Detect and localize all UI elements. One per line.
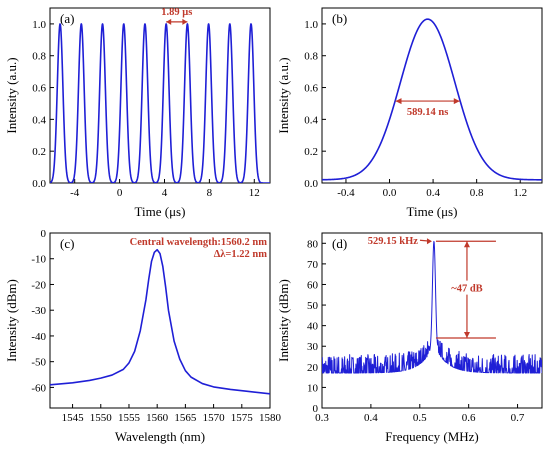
y-tick-label: -10 [31, 254, 46, 266]
y-tick-label: -60 [31, 382, 46, 394]
x-tick-label: 1570 [203, 412, 226, 424]
x-tick-label: 0.6 [462, 412, 476, 424]
y-tick-label: 40 [307, 321, 319, 333]
x-tick-label: 0.8 [470, 187, 484, 199]
x-tick-label: 4 [162, 187, 168, 199]
y-tick-label: -50 [31, 357, 46, 369]
x-tick-label: 1565 [174, 412, 197, 424]
central-wavelength-annotation: Central wavelength:1560.2 nm [130, 237, 268, 248]
y-tick-label: 20 [307, 362, 319, 374]
linewidth-annotation: Δλ=1.22 nm [214, 249, 268, 260]
y-tick-label: 0 [41, 228, 47, 240]
plot-frame [321, 7, 543, 184]
y-axis-label: Intensity (a.u.) [276, 57, 291, 133]
x-tick-label: 0 [117, 187, 123, 199]
y-tick-label: 0.6 [304, 83, 318, 95]
arrow-head-right [182, 18, 188, 25]
y-tick-label: 0.0 [32, 178, 46, 190]
fwhm-annotation: 589.14 ns [407, 107, 448, 118]
y-tick-label: -30 [31, 305, 46, 317]
series-line [50, 248, 270, 395]
y-tick-label: 1.0 [32, 19, 46, 31]
arrow-head-left [166, 18, 172, 25]
arrow-head-left [395, 98, 402, 105]
y-tick-label: 0.4 [32, 114, 46, 126]
peak-arrow-head [426, 238, 432, 245]
y-axis-label: Intensity (dBm) [276, 279, 291, 362]
period-annotation: 1.89 μs [161, 7, 192, 18]
x-tick-label: 1.2 [513, 187, 527, 199]
series-line [50, 23, 270, 183]
panel-label: (b) [332, 11, 347, 26]
x-tick-label: 0.4 [426, 187, 440, 199]
panel-a: -4 0 4 8 12 0.0 0.2 0.4 0.6 0.8 1.0 Time (μs) Intens… [4, 7, 271, 219]
y-tick-label: 0.4 [304, 114, 318, 126]
x-tick-label: 8 [207, 187, 213, 199]
y-tick-label: -40 [31, 331, 46, 343]
x-tick-label: -0.4 [337, 187, 355, 199]
x-axis-label: Wavelength (nm) [115, 429, 205, 444]
y-axis-label: Intensity (dBm) [4, 279, 19, 362]
panel-label: (c) [60, 236, 74, 251]
series-line [322, 18, 542, 181]
x-tick-label: -4 [70, 187, 80, 199]
y-tick-label: 50 [307, 300, 319, 312]
y-tick-label: 0.2 [304, 146, 318, 158]
y-tick-label: 0 [313, 403, 319, 415]
y-tick-label: 0.2 [32, 146, 46, 158]
x-tick-label: 0.0 [383, 187, 397, 199]
panel-b: -0.4 0.0 0.4 0.8 1.2 0.0 0.2 0.4 0.6 0.8 1.0 Time (… [276, 7, 543, 219]
x-tick-label: 1580 [259, 412, 282, 424]
x-tick-label: 1560 [146, 412, 169, 424]
plot-frame [49, 232, 271, 409]
y-tick-label: 70 [307, 259, 319, 271]
plot-frame [321, 232, 543, 409]
x-axis-label: Time (μs) [135, 204, 186, 219]
x-axis-label: Frequency (MHz) [385, 429, 479, 444]
x-tick-label: 1545 [62, 412, 85, 424]
y-tick-label: 60 [307, 279, 319, 291]
extinction-annotation: ~47 dB [451, 284, 482, 295]
arrow-head-down [463, 332, 470, 338]
y-axis-label: Intensity (a.u.) [4, 57, 19, 133]
y-tick-label: 0.8 [304, 51, 318, 63]
x-tick-label: 0.7 [511, 412, 525, 424]
y-tick-label: 80 [307, 238, 319, 250]
panel-label: (d) [332, 236, 347, 251]
panel-c: 1545 1550 1555 1560 1565 1570 1575 1580 -60 -50 -4… [4, 228, 282, 444]
panel-label: (a) [60, 11, 74, 26]
y-tick-label: 0.0 [304, 178, 318, 190]
x-tick-label: 0.5 [413, 412, 427, 424]
y-tick-label: 0.6 [32, 83, 46, 95]
plot-frame [49, 7, 271, 184]
series-line [322, 240, 542, 374]
y-tick-label: 0.8 [32, 51, 46, 63]
y-tick-label: 1.0 [304, 19, 318, 31]
y-tick-label: 30 [307, 341, 319, 353]
x-tick-label: 12 [249, 187, 260, 199]
peak-frequency-annotation: 529.15 kHz [368, 236, 419, 247]
panel-d: 0.3 0.4 0.5 0.6 0.7 0 10 20 30 40 50 60 70 80 Frequenc… [276, 232, 543, 444]
y-tick-label: -20 [31, 279, 46, 291]
x-tick-label: 1550 [90, 412, 113, 424]
range-label-bg [448, 280, 485, 295]
arrow-head-right [453, 98, 460, 105]
x-tick-label: 1575 [231, 412, 254, 424]
y-tick-label: 10 [307, 382, 319, 394]
x-tick-label: 1555 [118, 412, 141, 424]
x-tick-label: 0.4 [364, 412, 378, 424]
x-tick-label: 0.3 [315, 412, 329, 424]
arrow-head-up [463, 241, 470, 248]
x-axis-label: Time (μs) [407, 204, 458, 219]
